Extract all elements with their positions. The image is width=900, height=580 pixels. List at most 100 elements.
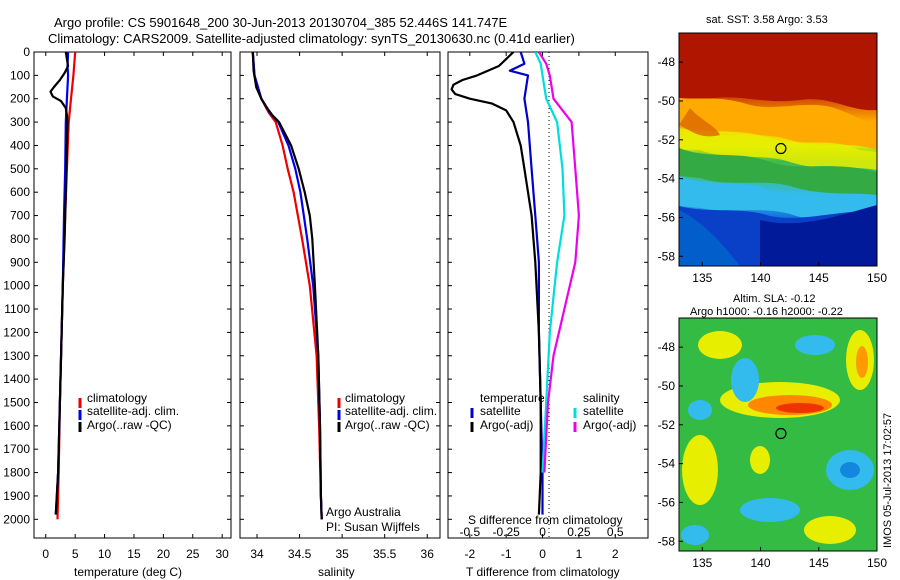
map-y-tick-label: -58 [658,249,676,263]
y-tick-label: 1000 [3,279,30,293]
x-tick-label: 36 [421,547,435,561]
header-line-2: Climatology: CARS2009. Satellite-adjuste… [48,31,575,46]
x-tick-label: 34 [250,547,264,561]
map-y-tick-label: -52 [658,418,676,432]
series-line [537,52,581,473]
series-line [450,52,542,515]
y-tick-label: 800 [10,232,30,246]
sla-map: Altim. SLA: -0.12 Argo h1000: -0.16 h200… [658,293,888,570]
difference-y-ticks [448,51,648,520]
sst-map-title: sat. SST: 3.58 Argo: 3.53 [706,14,828,26]
map-y-tick-label: -48 [658,55,676,69]
x-tick-label: 34.5 [288,547,312,561]
sla-map-title: Altim. SLA: -0.12 [733,293,816,305]
sst-map-frame [678,32,878,267]
salinity-y-ticks [240,51,440,520]
header-line-1: Argo profile: CS 5901648_200 30-Jun-2013… [54,15,508,30]
top-tick-label: -0.5 [459,525,480,539]
map-x-tick-label: 135 [692,271,712,285]
map-x-tick-label: 150 [867,556,887,570]
legend-label-climatology: climatology [87,391,147,405]
x-tick-label: -2 [464,547,475,561]
y-tick-label: 900 [10,255,30,269]
map-y-tick-label: -50 [658,379,676,393]
legend-label-climatology: climatology [345,391,405,405]
argo-location-marker [775,427,787,440]
map-x-tick-label: 150 [867,271,887,285]
y-tick-label: 100 [10,68,30,82]
x-tick-label: 5 [72,547,79,561]
difference-axes-frame [447,51,649,539]
salinity-axes-frame [239,51,441,539]
timestamp-watermark: IMOS 05-Jul-2013 17:02:57 [882,413,894,548]
legend-label-satellite: satellite-adj. clim. [87,404,179,418]
legend-title-temperature: temperature [480,391,545,405]
t-difference-xlabel: T difference from climatology [466,565,620,579]
legend-label-sal-satellite: satellite [583,404,624,418]
y-tick-label: 1300 [3,349,30,363]
temperature-legend: climatology satellite-adj. clim. Argo(..… [78,391,179,432]
y-tick-label: 2000 [3,512,30,526]
map-y-tick-label: -48 [658,340,676,354]
salinity-xlabel: salinity [318,565,355,579]
x-tick-label: 2 [612,547,619,561]
series-line [534,52,566,473]
temperature-x-axis: 0 5 10 15 20 25 30 [42,52,229,561]
series-line [251,52,323,520]
legend-title-salinity: salinity [583,391,620,405]
y-tick-label: 0 [23,45,30,59]
x-tick-label: 1 [576,547,583,561]
difference-legend: temperature satellite Argo(-adj) salinit… [470,391,636,432]
y-tick-label: 500 [10,162,30,176]
difference-panel: -2 -1 0 1 2 -0.5 -0.25 0 0.25 0.5 S difference f… [447,51,649,579]
temperature-xlabel: temperature (deg C) [74,565,182,579]
map-y-tick-label: -58 [658,534,676,548]
y-tick-label: 1100 [4,302,30,316]
sst-map: sat. SST: 3.58 Argo: 3.53 135 140 145 150 -4… [658,14,888,285]
sla-map-frame [678,317,878,552]
legend-label-argo: Argo(..raw -QC) [345,418,430,432]
sla-map-axes: 135 140 145 150 -48 -50 -52 -54 -56 -58 [658,340,888,570]
x-tick-label: 35.5 [373,547,397,561]
y-tick-label: 700 [10,209,30,223]
legend-label-temp-argo: Argo(-adj) [480,418,533,432]
map-y-tick-label: -52 [658,133,676,147]
x-tick-label: -1 [501,547,512,561]
y-tick-label: 1700 [3,442,30,456]
sst-field [679,33,877,266]
y-tick-label: 1600 [3,419,30,433]
difference-top-axis: -0.5 -0.25 0 0.25 0.5 [459,525,623,539]
salinity-panel: 34 34.5 35 35.5 36 salinity climatology sate… [239,51,441,579]
legend-label-satellite: satellite-adj. clim. [345,404,437,418]
map-x-tick-label: 145 [809,556,829,570]
x-tick-label: 10 [98,547,112,561]
top-tick-label: 0 [539,525,546,539]
y-tick-label: 300 [10,115,30,129]
x-tick-label: 30 [215,547,229,561]
map-y-tick-label: -54 [658,172,676,186]
y-tick-label: 1800 [3,466,30,480]
x-tick-label: 0 [539,547,546,561]
depth-axis: 0 100 200 300 400 500 600 700 800 900 1000 1100 1200… [3,45,231,526]
x-tick-label: 0 [42,547,49,561]
map-x-tick-label: 140 [751,271,771,285]
sst-map-axes: 135 140 145 150 -48 -50 -52 -54 -56 -58 [658,55,888,285]
legend-label-sal-argo: Argo(-adj) [583,418,636,432]
map-y-tick-label: -54 [658,457,676,471]
x-tick-label: 15 [127,547,141,561]
series-line [49,52,70,515]
sla-map-subtitle: Argo h1000: -0.16 h2000: -0.22 [690,306,843,318]
difference-series [450,52,581,515]
legend-label-temp-satellite: satellite [480,404,521,418]
x-tick-label: 25 [186,547,200,561]
s-difference-label: S difference from climatology [468,513,623,527]
x-tick-label: 35 [335,547,349,561]
map-y-tick-label: -50 [658,94,676,108]
difference-x-axis: -2 -1 0 1 2 [464,52,619,561]
top-tick-label: 0.5 [607,525,624,539]
top-tick-label: 0.25 [567,525,591,539]
salinity-series [251,52,323,520]
y-tick-label: 200 [10,92,30,106]
salinity-x-axis: 34 34.5 35 35.5 36 [250,52,434,561]
